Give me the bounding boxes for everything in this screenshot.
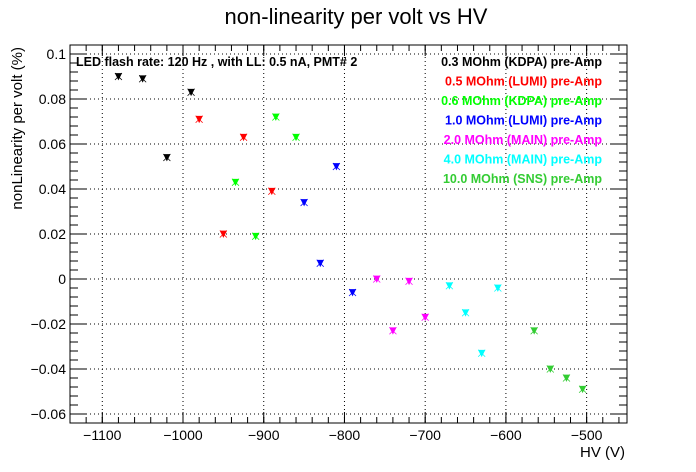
data-point [231, 178, 240, 187]
data-point [292, 133, 300, 142]
y-tick-label: 0.06 [39, 136, 66, 152]
legend-entry: 0.3 MOhm (KDPA) pre-Amp [441, 55, 602, 69]
chart-title: non-linearity per volt vs HV [225, 4, 488, 29]
y-tick-label: −0.06 [31, 406, 67, 422]
chart-annotation: LED flash rate: 120 Hz , with LL: 0.5 nA… [76, 55, 357, 69]
legend-entry: 4.0 MOhm (MAIN) pre-Amp [444, 153, 603, 167]
data-point [562, 374, 571, 382]
x-tick-label: −500 [571, 427, 603, 443]
data-point [494, 284, 502, 292]
data-points [114, 72, 587, 394]
data-point [138, 74, 147, 83]
legend: 0.3 MOhm (KDPA) pre-Amp 0.5 MOhm (LUMI) p… [441, 55, 602, 186]
y-tick-label: −0.04 [31, 361, 67, 377]
data-point [239, 133, 248, 142]
y-axis-title: nonLinearity per volt (%) [9, 47, 26, 210]
data-point [114, 72, 123, 81]
data-point [445, 281, 454, 290]
data-point [187, 88, 195, 97]
x-tick-label: −1000 [163, 427, 203, 443]
data-point [389, 326, 397, 335]
data-point [372, 275, 381, 283]
data-point [268, 187, 276, 196]
y-tick-label: −0.02 [31, 316, 67, 332]
data-point [348, 288, 357, 297]
data-point [251, 232, 260, 241]
legend-entry: 1.0 MOhm (LUMI) pre-Amp [445, 114, 602, 128]
data-point [461, 308, 470, 317]
data-point [405, 277, 413, 286]
x-tick-label: −900 [248, 427, 280, 443]
data-point [219, 230, 228, 238]
data-point [332, 162, 341, 171]
x-tick-label: −800 [329, 427, 361, 443]
y-tick-label: 0.1 [47, 46, 67, 62]
y-tick-label: 0.02 [39, 226, 66, 242]
data-point [421, 313, 429, 322]
grid-lines [70, 45, 627, 423]
x-tick-label: −1100 [83, 427, 121, 443]
data-point [546, 365, 555, 373]
data-point [316, 259, 325, 268]
data-point [195, 115, 203, 124]
x-tick-label: −700 [409, 427, 441, 443]
y-tick-label: 0.04 [39, 181, 66, 197]
legend-entry: 2.0 MOhm (MAIN) pre-Amp [444, 133, 603, 147]
y-tick-label: 0 [58, 271, 66, 287]
legend-entry: 0.6 MOhm (KDPA) pre-Amp [441, 94, 602, 108]
y-tick-label: 0.08 [39, 91, 66, 107]
data-point [300, 198, 308, 207]
x-tick-label: −600 [490, 427, 522, 443]
data-point [163, 153, 171, 162]
data-point [272, 113, 280, 121]
legend-entry: 10.0 MOhm (SNS) pre-Amp [443, 172, 602, 186]
data-point [578, 385, 587, 394]
axis-ticks: −1100 −1000 −900 −800 −700 −600 −500 −0.06 −0.04… [31, 44, 627, 443]
x-axis-title: HV (V) [580, 444, 625, 461]
legend-entry: 0.5 MOhm (LUMI) pre-Amp [445, 75, 602, 89]
data-point [530, 326, 538, 335]
data-point [477, 349, 486, 358]
